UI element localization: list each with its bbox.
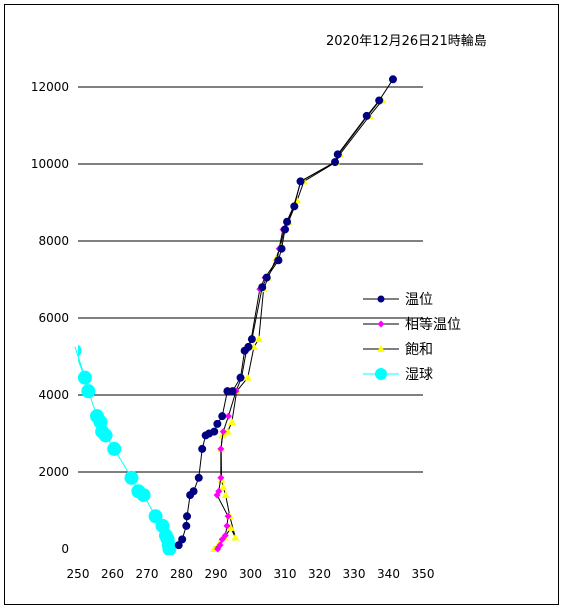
y-tick-label: 10000: [31, 157, 69, 171]
legend-item-1: 相等温位: [363, 316, 461, 333]
data-point: [262, 273, 271, 282]
x-tick-label: 340: [377, 567, 400, 581]
data-point: [223, 427, 232, 435]
data-point: [221, 491, 230, 499]
data-point: [244, 342, 253, 351]
data-point: [290, 202, 299, 211]
series-group: [74, 75, 397, 555]
y-tick-label: 12000: [31, 80, 69, 94]
data-point: [78, 344, 82, 357]
data-point: [217, 474, 225, 482]
data-point: [227, 417, 236, 425]
data-point: [331, 158, 340, 167]
x-tick-label: 310: [274, 567, 297, 581]
data-point: [247, 335, 256, 344]
data-point: [189, 487, 198, 496]
series-line-edge: [74, 346, 86, 378]
data-point: [136, 488, 151, 503]
data-point: [283, 217, 292, 226]
data-point: [296, 177, 305, 186]
data-point: [221, 532, 229, 540]
x-tick-label: 260: [101, 567, 124, 581]
axes: 0 2000 4000 6000 8000 10000 12000 250 260 270 280 2…: [31, 80, 435, 581]
y-tick-label: 2000: [38, 465, 69, 479]
legend-marker: [377, 295, 385, 303]
data-point: [236, 373, 245, 382]
legend-item-3: 湿球: [363, 367, 433, 383]
data-point: [174, 541, 183, 550]
data-point: [281, 225, 289, 234]
data-point: [219, 483, 228, 491]
series-wetbulb-edge: [74, 346, 86, 378]
legend-marker: [375, 368, 387, 380]
x-tick-label: 280: [170, 567, 193, 581]
data-point: [78, 370, 92, 385]
grid-lines: [78, 86, 423, 473]
data-point: [375, 96, 384, 105]
legend-item-0: 温位: [363, 292, 433, 308]
data-point: [254, 335, 263, 343]
series-line: [178, 79, 394, 546]
data-point: [224, 412, 232, 420]
y-tick-label: 4000: [38, 388, 69, 402]
data-point: [224, 512, 232, 520]
y-tick-label: 0: [61, 542, 69, 556]
data-point: [148, 509, 163, 524]
data-point: [226, 523, 235, 531]
y-tick-label: 6000: [38, 311, 69, 325]
legend-label: 相等温位: [405, 316, 461, 333]
data-point: [231, 533, 240, 541]
series-3: [78, 344, 177, 555]
x-tick-label: 350: [412, 567, 435, 581]
chart-frame: 0 2000 4000 6000 8000 10000 12000 250 260 270 280 2…: [4, 4, 559, 605]
data-point: [228, 387, 237, 396]
data-point: [162, 542, 177, 555]
x-tick-label: 270: [136, 567, 159, 581]
series-1: [213, 96, 384, 553]
data-point: [194, 473, 203, 482]
data-point: [219, 428, 227, 436]
data-point: [216, 541, 224, 549]
legend-marker: [377, 320, 385, 328]
data-point: [274, 256, 283, 265]
data-point: [81, 384, 96, 399]
data-point: [243, 373, 252, 381]
x-tick-label: 250: [67, 567, 90, 581]
data-point: [107, 441, 122, 456]
data-point: [98, 428, 113, 443]
y-tick-label: 8000: [38, 234, 69, 248]
x-tick-label: 290: [205, 567, 228, 581]
data-point: [277, 244, 286, 253]
data-point: [388, 75, 397, 84]
series-0: [174, 75, 397, 550]
data-point: [178, 535, 187, 544]
legend-label: 湿球: [405, 367, 433, 383]
data-point: [362, 111, 371, 120]
series-2: [210, 96, 387, 552]
data-point: [183, 512, 192, 521]
chart-title: 2020年12月26日21時輪島: [326, 33, 487, 49]
x-tick-label: 330: [343, 567, 366, 581]
data-point: [217, 445, 225, 453]
series-line: [213, 100, 383, 550]
data-point: [213, 419, 222, 428]
legend-label: 飽和: [405, 341, 433, 358]
data-point: [333, 150, 342, 159]
data-point: [182, 521, 191, 530]
data-point: [124, 470, 139, 485]
series-line: [216, 100, 381, 550]
data-point: [215, 487, 223, 495]
data-point: [258, 283, 267, 292]
x-tick-label: 320: [308, 567, 331, 581]
x-tick-label: 300: [239, 567, 262, 581]
data-point: [223, 522, 231, 530]
legend-item-2: 飽和: [363, 341, 433, 358]
data-point: [210, 427, 219, 436]
legend-label: 温位: [405, 292, 433, 308]
data-point: [218, 412, 227, 421]
data-point: [198, 444, 207, 453]
legend-marker: [377, 345, 385, 352]
chart-svg: 0 2000 4000 6000 8000 10000 12000 250 260 270 280 2…: [31, 33, 487, 581]
